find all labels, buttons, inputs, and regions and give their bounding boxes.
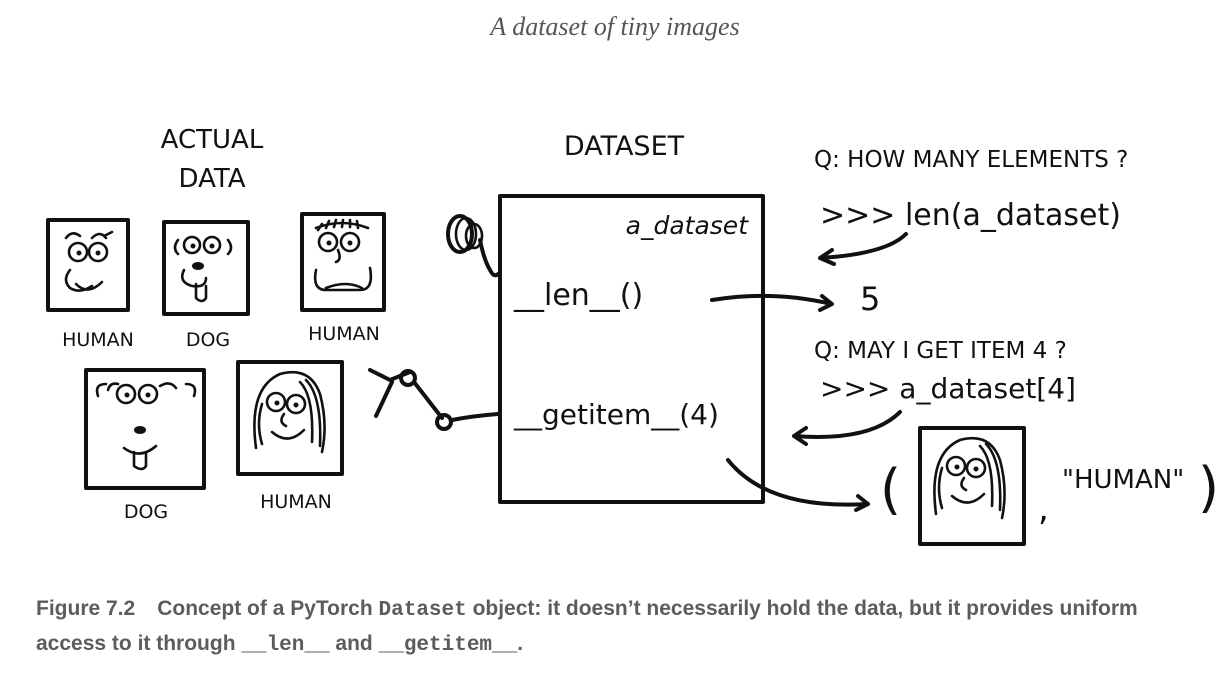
caption-code-len: __len__ xyxy=(241,634,330,657)
tuple-label: "HUMAN" xyxy=(1062,465,1184,495)
figure-label: Figure 7.2 xyxy=(36,597,136,620)
human-image-3 xyxy=(236,360,344,476)
plug-connector-icon xyxy=(446,214,500,278)
caption-code-getitem: __getitem__ xyxy=(378,634,518,657)
len-method: __len__() xyxy=(513,278,643,313)
returned-human-image xyxy=(918,426,1026,546)
code-getitem-call: >>> a_dataset[4] xyxy=(820,372,1076,405)
len-result: 5 xyxy=(860,280,880,318)
label-dog-2: DOG xyxy=(124,501,168,523)
getitem-arrow xyxy=(726,458,870,512)
code-len-call: >>> len(a_dataset) xyxy=(820,198,1121,233)
figure-caption: Figure 7.2 Concept of a PyTorch Dataset o… xyxy=(36,592,1196,662)
actual-data-label-line2: DATA xyxy=(179,164,246,194)
dog-image-2 xyxy=(84,368,206,490)
getitem-method: __getitem__(4) xyxy=(513,398,719,431)
human-image-2 xyxy=(300,212,386,312)
len-return-arrow xyxy=(818,232,908,266)
data-cable xyxy=(368,368,500,431)
caption-text-1: Concept of a PyTorch xyxy=(157,597,379,620)
dataset-illustration: ACTUAL DATA HUMAN DOG HUMAN xyxy=(46,125,1219,546)
tuple-open-paren: ( xyxy=(880,458,901,521)
label-human-3: HUMAN xyxy=(260,491,332,513)
dog-image-1 xyxy=(162,220,250,316)
dataset-box xyxy=(498,194,765,504)
dataset-name: a_dataset xyxy=(626,211,750,240)
caption-text-2: object: it doesn’t necessarily hold the … xyxy=(36,597,1138,655)
actual-data-label-line1: ACTUAL xyxy=(161,125,264,155)
question-get-item: Q: MAY I GET ITEM 4 ? xyxy=(814,338,1067,364)
tuple-comma: , xyxy=(1038,489,1049,529)
human-image-1 xyxy=(46,218,130,312)
page-header: A dataset of tiny images xyxy=(490,12,740,41)
caption-text-3: and xyxy=(329,632,379,655)
label-human-2: HUMAN xyxy=(308,323,380,345)
caption-code-dataset: Dataset xyxy=(378,599,467,622)
tuple-close-paren: ) xyxy=(1198,456,1219,519)
label-dog-1: DOG xyxy=(186,329,230,351)
caption-text-4: . xyxy=(517,632,524,655)
len-arrow xyxy=(710,293,834,312)
label-human-1: HUMAN xyxy=(62,329,134,351)
getitem-return-arrow xyxy=(792,410,902,446)
question-how-many: Q: HOW MANY ELEMENTS ? xyxy=(814,147,1128,173)
dataset-title: DATASET xyxy=(564,131,685,162)
